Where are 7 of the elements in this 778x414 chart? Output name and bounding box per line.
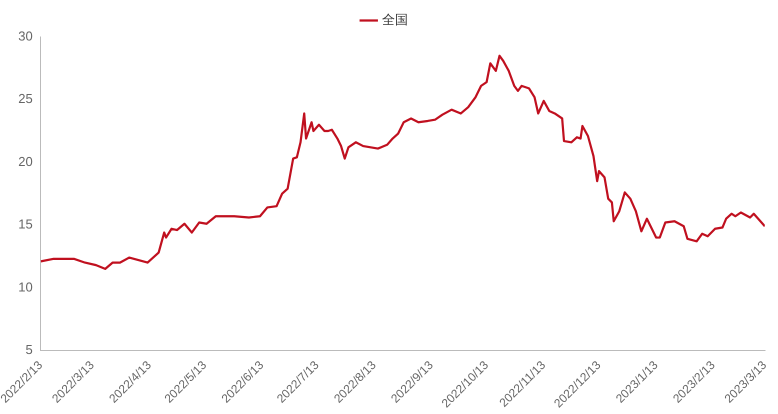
y-tick-label: 15	[18, 216, 33, 232]
y-tick-label: 10	[18, 279, 33, 294]
y-tick-label: 25	[18, 91, 33, 106]
y-tick-label: 5	[26, 342, 33, 357]
legend-label: 全国	[382, 12, 408, 28]
y-tick-label: 30	[18, 28, 33, 44]
y-tick-label: 20	[18, 154, 33, 169]
